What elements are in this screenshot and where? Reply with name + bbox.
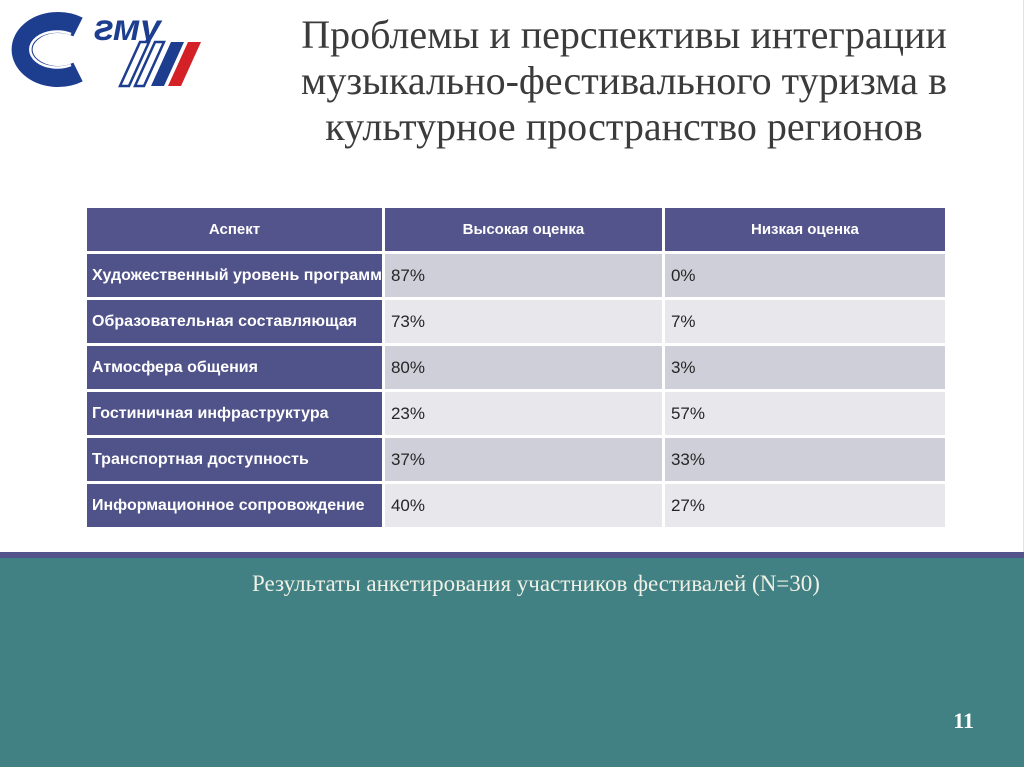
table-row: Гостиничная инфраструктура 23% 57% <box>87 392 945 435</box>
aspect-cell: Гостиничная инфраструктура <box>87 392 382 435</box>
logo-c-shape <box>11 12 83 87</box>
low-rating-cell: 0% <box>664 254 945 297</box>
logo-stripe-red <box>168 42 201 86</box>
aspect-cell: Атмосфера общения <box>87 346 382 389</box>
table-row: Атмосфера общения 80% 3% <box>87 346 945 389</box>
high-rating-cell: 23% <box>384 392 662 435</box>
column-header-high-rating: Высокая оценка <box>384 208 662 251</box>
table-header-row: Аспект Высокая оценка Низкая оценка <box>87 208 945 251</box>
logo-stripe-outline-1 <box>118 40 151 88</box>
divider-bar <box>0 552 1024 558</box>
results-table-container: Аспект Высокая оценка Низкая оценка Худо… <box>84 205 948 530</box>
high-rating-cell: 87% <box>384 254 662 297</box>
aspect-cell: Художественный уровень программ <box>87 254 382 297</box>
column-header-low-rating: Низкая оценка <box>664 208 945 251</box>
slide-title: Проблемы и перспективы интеграции музыка… <box>301 12 947 149</box>
sgmu-logo: гму <box>11 7 201 88</box>
logo-letters: гму <box>94 7 163 48</box>
page-number: 11 <box>953 708 974 733</box>
low-rating-cell: 3% <box>664 346 945 389</box>
footer-band <box>0 558 1024 767</box>
logo-stripe-blue <box>151 42 184 86</box>
low-rating-cell: 7% <box>664 300 945 343</box>
table-row: Транспортная доступность 37% 33% <box>87 438 945 481</box>
aspect-cell: Транспортная доступность <box>87 438 382 481</box>
high-rating-cell: 40% <box>384 484 662 527</box>
aspect-cell: Образовательная составляющая <box>87 300 382 343</box>
aspect-cell: Информационное сопровождение <box>87 484 382 527</box>
column-header-aspect: Аспект <box>87 208 382 251</box>
logo-stripe-outline-2 <box>133 40 166 88</box>
table-row: Художественный уровень программ 87% 0% <box>87 254 945 297</box>
results-table: Аспект Высокая оценка Низкая оценка Худо… <box>84 205 948 530</box>
high-rating-cell: 80% <box>384 346 662 389</box>
footer-caption: Результаты анкетирования участников фест… <box>252 571 820 596</box>
low-rating-cell: 57% <box>664 392 945 435</box>
table-row: Информационное сопровождение 40% 27% <box>87 484 945 527</box>
table-row: Образовательная составляющая 73% 7% <box>87 300 945 343</box>
low-rating-cell: 27% <box>664 484 945 527</box>
high-rating-cell: 37% <box>384 438 662 481</box>
logo-c-inner-outline <box>29 30 72 69</box>
high-rating-cell: 73% <box>384 300 662 343</box>
low-rating-cell: 33% <box>664 438 945 481</box>
